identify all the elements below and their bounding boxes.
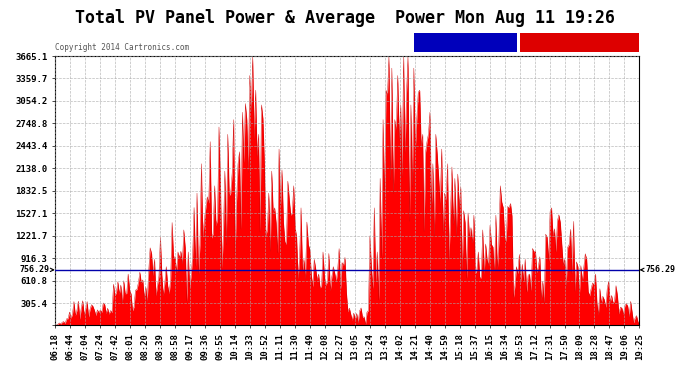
Text: PV Panels  (DC Watts): PV Panels (DC Watts)	[531, 38, 628, 47]
Text: Average  (DC Watts): Average (DC Watts)	[422, 38, 509, 47]
Bar	[520, 33, 640, 52]
Text: 756.29: 756.29	[19, 266, 54, 274]
Bar	[415, 33, 517, 52]
Text: Copyright 2014 Cartronics.com: Copyright 2014 Cartronics.com	[55, 43, 189, 52]
Text: 756.29: 756.29	[641, 266, 675, 274]
Text: Total PV Panel Power & Average  Power Mon Aug 11 19:26: Total PV Panel Power & Average Power Mon…	[75, 9, 615, 27]
